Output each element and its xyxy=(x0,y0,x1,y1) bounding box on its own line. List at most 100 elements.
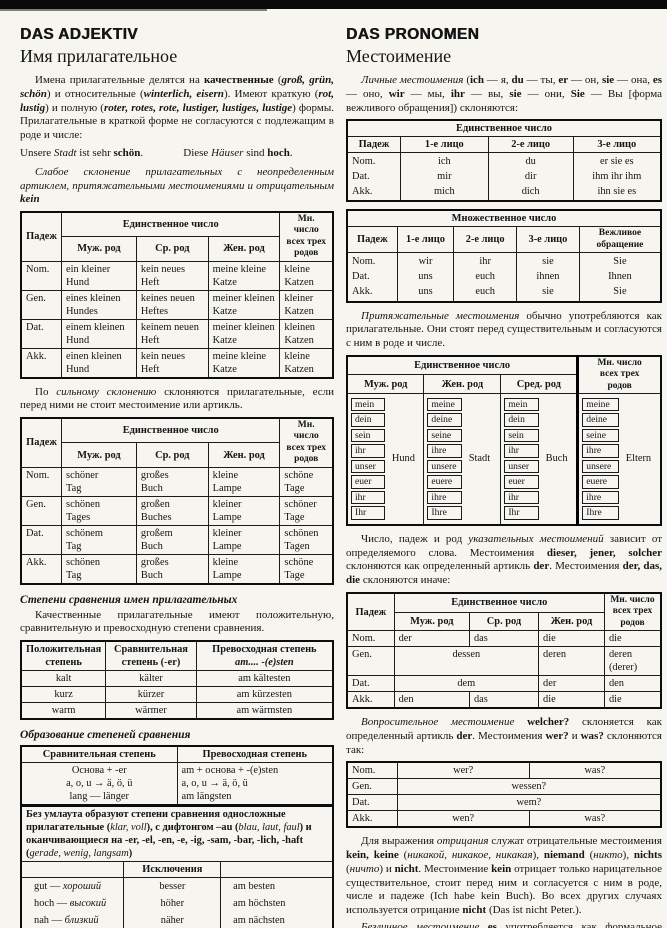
table-cell: wer? xyxy=(396,761,530,780)
table-cell: den xyxy=(393,691,470,709)
personal-singular-table: Единственное число Падеж 1-е лицо 2-е лицо 3… xyxy=(346,119,662,203)
pronoun-box: unsere xyxy=(427,459,462,474)
table-row: Единственное число xyxy=(346,119,662,138)
table-cell: schöne Tage xyxy=(279,553,334,585)
demonstrative-pronoun-paragraph: Число, падеж и род указательных местоиме… xyxy=(346,532,662,587)
adjective-column: DAS ADJEKTIV Имя прилагательное Имена пр… xyxy=(20,26,334,928)
degrees-paragraph: Качественные прилагательные имеют положи… xyxy=(20,608,334,635)
table-cell: einem kleinen Hund xyxy=(61,318,137,349)
table-row: Исключения xyxy=(20,861,334,879)
pronoun-box: sein xyxy=(351,428,385,443)
pronoun-box: ihr xyxy=(351,490,385,505)
table-row: kalt kälter am kältesten xyxy=(20,670,334,688)
table-row: Gen. schönen Tages großen Buches kleiner Lampe… xyxy=(20,495,334,526)
table-header-cell: Превосходная степень xyxy=(176,745,334,764)
table-row: mein dein sein ihr unser euer ihr Ihr Hund meine d… xyxy=(346,392,662,526)
scan-edge-top xyxy=(0,0,667,11)
table-cell: wessen? xyxy=(396,778,662,796)
negation-paragraph: Для выражения отрицания служат отрицател… xyxy=(346,835,662,917)
table-header-cell: Падеж xyxy=(20,417,63,468)
table-cell: Eltern xyxy=(621,392,662,526)
pronoun-box: unser xyxy=(351,459,385,474)
table-row: Единственное число Мн. число всех трех родо… xyxy=(346,355,662,394)
table-cell: wen? xyxy=(396,810,530,828)
table-cell: Без умлаута образуют степени сравнения о… xyxy=(20,805,334,863)
table-row: Сравнительная степень Превосходная степен… xyxy=(20,745,334,764)
table-cell: Nom. xyxy=(346,630,395,648)
table-cell: kurz xyxy=(20,686,107,704)
table-header-cell: Мн. число всех трех родов xyxy=(279,417,334,468)
table-cell: der xyxy=(538,675,605,693)
table-cell: wir uns uns xyxy=(396,252,455,302)
table-cell: schöner Tage xyxy=(279,495,334,526)
table-header-cell: Единственное число xyxy=(393,592,605,613)
table-cell: Nom. Dat. Akk. xyxy=(346,152,401,202)
table-cell: schöner Tag xyxy=(61,466,137,497)
adjective-title-german: DAS ADJEKTIV xyxy=(20,26,138,43)
table-header-cell: Жен. род xyxy=(423,374,502,394)
pronoun-box: Ihr xyxy=(351,506,385,520)
table-header-cell: Жен. род xyxy=(538,611,605,632)
table-cell: du dir dich xyxy=(487,152,574,202)
table-cell: die xyxy=(538,630,605,648)
table-row: Муж. род Ср. род Жен. род xyxy=(21,442,333,468)
table-cell: kleine Lampe xyxy=(207,553,281,585)
table-cell: deren (derer) xyxy=(603,646,662,677)
table-cell: Akk. xyxy=(346,691,395,709)
pronoun-box: mein xyxy=(351,397,385,412)
table-header-cell: Единственное число xyxy=(61,417,281,444)
table-header-cell: Положительная степень xyxy=(20,640,107,672)
adjective-title-russian: Имя прилагательное xyxy=(20,46,178,66)
table-cell: er sie es ihm ihr ihm ihn sie es xyxy=(572,152,662,202)
table-cell: kleiner Katzen xyxy=(279,289,334,320)
table-header-cell: Мн. число всех трех родов xyxy=(279,211,334,262)
table-cell: Gen. xyxy=(346,778,398,796)
pronoun-box: euer xyxy=(351,475,385,489)
table-header-cell: Исключения xyxy=(123,861,222,879)
table-header-cell: Падеж xyxy=(20,211,63,262)
table-cell: am wärmsten xyxy=(195,702,334,720)
table-cell: sie ihnen sie xyxy=(516,252,580,302)
table-row: Dat. schönem Tag großem Buch kleiner Lampe schö… xyxy=(20,524,334,555)
table-cell: was? xyxy=(528,810,662,828)
table-row: Падеж Единственное число Мн. число всех тре… xyxy=(20,211,334,262)
table-header-cell: 3-е лицо xyxy=(516,226,580,254)
table-cell: warm xyxy=(20,702,107,720)
pronoun-box: meine xyxy=(582,397,619,412)
table-row: Основа + -er a, o, u → ä, ö, ü lang — läng… xyxy=(20,762,334,806)
table-row: Nom. Dat. Akk. ich mir mich du dir dich er sie es… xyxy=(346,152,662,202)
table-cell: großen Buches xyxy=(135,495,209,526)
pronoun-box: sein xyxy=(504,428,539,443)
table-cell: kein neues Heft xyxy=(135,260,209,291)
table-row: Nom. der das die die xyxy=(346,630,662,648)
table-cell: großem Buch xyxy=(135,524,209,555)
pronoun-box: ihre xyxy=(427,444,462,458)
table-cell: den xyxy=(603,675,662,693)
pronoun-box: deine xyxy=(427,413,462,427)
table-cell: großes Buch xyxy=(135,553,209,585)
der-das-die-table: Падеж Единственное число Мн. число всех тре… xyxy=(346,591,662,710)
table-cell: am kältesten xyxy=(195,670,334,688)
table-cell: kleiner Lampe xyxy=(207,495,281,526)
table-row: Akk. den das die die xyxy=(346,691,662,709)
table-header-cell: Мн. число всех трех родов xyxy=(576,355,662,394)
table-header-cell: Вежливое обращение xyxy=(578,226,662,254)
table-cell: schönen Tages xyxy=(61,495,137,526)
table-header-cell: 1-е лицо xyxy=(399,136,489,154)
table-cell: kleinen Katzen xyxy=(279,318,334,349)
table-cell: kleiner Lampe xyxy=(207,524,281,555)
table-row: Nom. wer? was? xyxy=(346,761,662,780)
table-cell: ich mir mich xyxy=(399,152,489,202)
pronoun-box: meine xyxy=(427,397,462,412)
table-row: Dat. wem? xyxy=(346,794,662,812)
table-cell: kleine Katzen xyxy=(279,260,334,291)
table-cell: keines neuen Heftes xyxy=(135,289,209,320)
example-sentences: Unsere Stadt ist sehr schön. Diese Häuse… xyxy=(20,147,334,159)
table-header-cell: Ср. род xyxy=(468,611,540,632)
table-cell: die xyxy=(538,691,605,709)
table-cell: meine deine seine ihre unsere euere ihre Ihre xyxy=(423,392,465,526)
table-header-cell: Сред. род xyxy=(500,374,579,394)
pronoun-box: ihr xyxy=(351,444,385,458)
